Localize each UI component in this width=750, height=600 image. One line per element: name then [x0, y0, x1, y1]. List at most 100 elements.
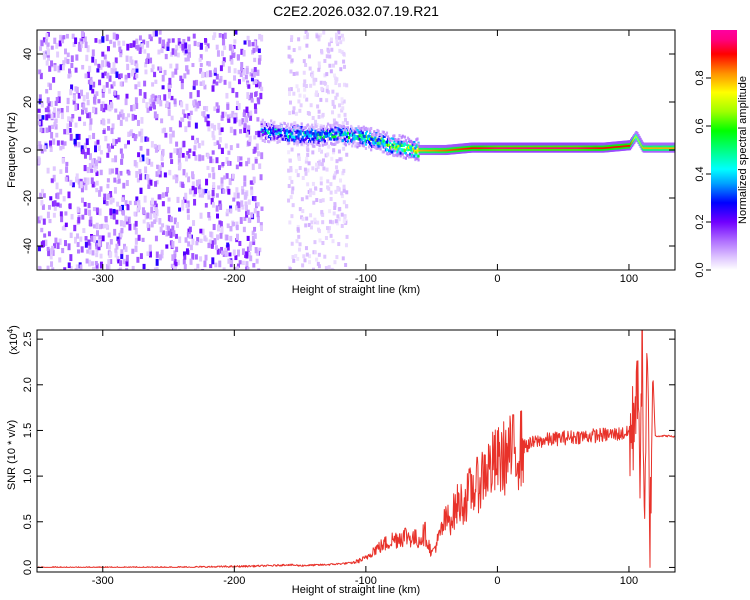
spectrogram-cell [173, 265, 177, 270]
spectrogram-cell [92, 107, 96, 114]
spectrogram-cell [171, 254, 175, 261]
spectrogram-cell [53, 121, 57, 127]
spectrogram-cell [295, 140, 298, 144]
spectrogram-cell [40, 101, 44, 108]
spectrogram-cell [139, 145, 143, 151]
spectrogram-cell [230, 46, 234, 52]
spectrogram-cell [210, 123, 214, 129]
spectrogram-cell [194, 139, 198, 145]
spectrogram-cell [89, 76, 93, 81]
spectrogram-cell [119, 73, 123, 79]
spectrogram-cell [70, 213, 74, 220]
spectrogram-cell [237, 156, 241, 162]
spectrogram-cell [147, 158, 151, 165]
spectrogram-cell [112, 62, 116, 69]
spectrogram-cell [297, 135, 300, 139]
spectrogram-cell [340, 191, 344, 196]
spectrogram-cell [415, 152, 418, 156]
spectrogram-cell [246, 209, 250, 215]
spectrogram-cell [380, 134, 383, 138]
spectrogram-cell [134, 237, 138, 245]
spectrogram-cell [314, 167, 318, 172]
spectrogram-cell [186, 214, 190, 220]
spectrogram-cell [218, 78, 222, 84]
spectrogram-cell [40, 227, 44, 233]
spectrogram-cell [212, 135, 216, 141]
spectrogram-cell [225, 211, 229, 217]
spectrogram-cell [201, 228, 205, 236]
spectrogram-cell [178, 120, 182, 128]
spectrogram-cell [45, 60, 49, 66]
spectrogram-cell [202, 80, 206, 87]
spectrogram-cell [334, 60, 338, 65]
spectrogram-cell [199, 81, 203, 86]
spectrogram-cell [225, 173, 229, 179]
spectrogram-cell [299, 103, 303, 108]
colorbar: 0.00.20.40.60.8 Normalized spectral ampl… [694, 30, 749, 278]
spectrogram-cell [191, 181, 195, 187]
spectrogram-cell [135, 63, 139, 69]
spectrogram-cell [258, 33, 262, 40]
spectrogram-cell [110, 212, 114, 220]
spectrogram-cell [90, 235, 94, 242]
spectrogram-cell [86, 166, 90, 174]
spectrogram-cell [155, 258, 159, 266]
spectrogram-cell [364, 147, 368, 151]
spectrogram-cell [95, 268, 99, 270]
spectrogram-cell [298, 130, 301, 134]
spectrogram-cell [231, 173, 235, 179]
spectrogram-cell [318, 238, 322, 243]
spectrogram-cell [207, 190, 211, 196]
spectrogram-cell [89, 118, 93, 125]
spectrogram-cell [148, 250, 152, 258]
spectrogram-cell [316, 261, 320, 266]
colorbar-tick-label: 0.2 [694, 214, 706, 229]
spectrogram-cell [321, 158, 325, 163]
spectrogram-cell [238, 162, 242, 167]
spectrogram-cell [105, 82, 109, 88]
spectrogram-cell [161, 201, 165, 207]
spectrogram-cell [277, 130, 280, 134]
spectrogram-cell [229, 113, 233, 118]
spectrogram-cell [96, 139, 100, 145]
spectrogram-cell [118, 46, 122, 52]
spectrogram-cell [106, 72, 110, 79]
spectrogram-cell [258, 163, 262, 169]
spectrogram-cell [157, 169, 161, 175]
spectrogram-cell [117, 40, 121, 46]
spectrogram-cell [66, 105, 70, 113]
spectrogram-cell [39, 46, 43, 51]
spectrogram-cell [298, 93, 302, 98]
spectrogram-cell [207, 211, 211, 218]
spectrogram-cell [316, 164, 320, 169]
y-tick-label: 0.0 [22, 560, 34, 575]
spectrogram-cell [83, 202, 87, 207]
spectrogram-cell [289, 134, 292, 138]
spectrogram-cell [351, 126, 354, 130]
spectrogram-cell [251, 230, 255, 236]
spectrogram-cell [296, 257, 300, 262]
spectrogram-cell [135, 196, 139, 202]
spectrogram-cell [252, 47, 256, 54]
spectrogram-cell [228, 178, 232, 186]
spectrogram-cell [215, 44, 219, 50]
spectrogram-cell [328, 63, 332, 68]
spectrogram-cell [179, 147, 183, 154]
spectrogram-cell [236, 143, 240, 148]
spectrogram-cell [152, 101, 156, 109]
spectrogram-cell [63, 240, 67, 247]
spectrogram-cell [272, 122, 275, 126]
spectrogram-cell [392, 137, 395, 141]
colorbar-ticks: 0.00.20.40.60.8 [694, 70, 711, 278]
spectrogram-cell [101, 235, 105, 242]
spectrogram-cell [329, 182, 333, 187]
spectrogram-cell [208, 215, 212, 221]
spectrogram-cell [330, 267, 334, 270]
spectrogram-cell [331, 220, 335, 225]
spectrogram-cell [236, 263, 240, 268]
spectrogram-cell [303, 167, 307, 172]
spectrogram-cell [302, 59, 306, 64]
spectrogram-cell [322, 124, 325, 128]
spectrogram-cell [144, 69, 148, 75]
spectrogram-cell [125, 216, 129, 222]
